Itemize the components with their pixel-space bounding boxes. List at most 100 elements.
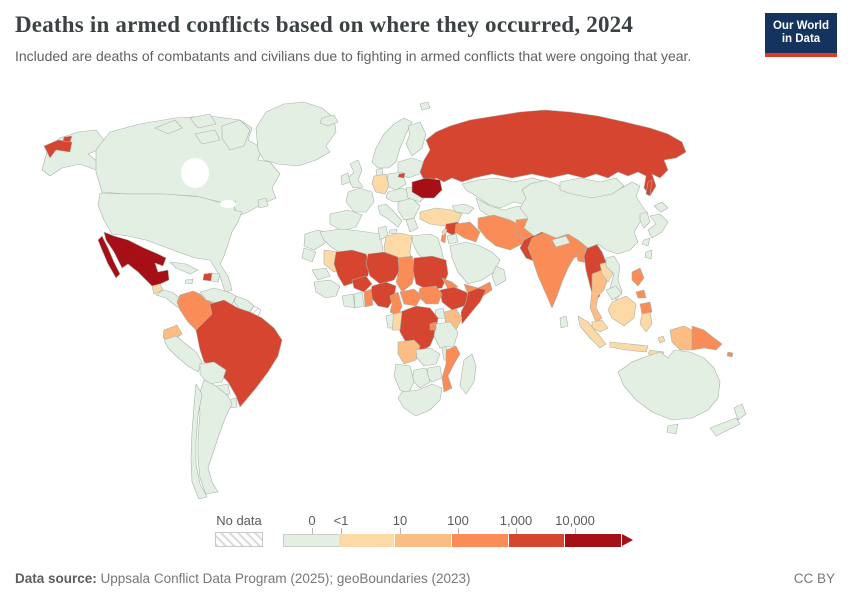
country-zambia[interactable]: [415, 347, 441, 367]
legend-segment-lt1[interactable]: [338, 534, 396, 547]
country-peru[interactable]: [163, 335, 203, 373]
country-russia-sakhalin[interactable]: [645, 179, 653, 197]
country-russia-chukotka[interactable]: [43, 139, 73, 159]
country-madagascar[interactable]: [459, 353, 477, 395]
country-cuba[interactable]: [169, 261, 199, 275]
country-iberia[interactable]: [329, 209, 363, 232]
country-indonesia-sumatra[interactable]: [577, 315, 607, 349]
country-south-sudan[interactable]: [417, 285, 443, 305]
country-svalbard[interactable]: [419, 101, 431, 111]
country-dominican-republic[interactable]: [210, 272, 221, 283]
country-western-sahara[interactable]: [301, 247, 317, 263]
country-jamaica[interactable]: [184, 278, 194, 285]
legend-color-bar[interactable]: [283, 534, 633, 547]
legend-segment-100[interactable]: [452, 534, 509, 547]
country-cambodia[interactable]: [605, 285, 623, 301]
country-canada-newfoundland[interactable]: [257, 197, 269, 209]
country-japan-honshu[interactable]: [647, 213, 669, 239]
country-germany[interactable]: [371, 173, 390, 195]
country-greece[interactable]: [405, 217, 419, 233]
country-new-zealand-north[interactable]: [733, 403, 747, 421]
country-benin-togo[interactable]: [363, 288, 374, 308]
country-philippines-visayas[interactable]: [635, 289, 647, 299]
country-russia-kaliningrad[interactable]: [397, 172, 406, 179]
country-indonesia-maluku[interactable]: [657, 335, 666, 344]
country-balkans[interactable]: [397, 197, 421, 221]
country-canada-victoria[interactable]: [194, 129, 221, 145]
legend-segment-10[interactable]: [395, 534, 453, 547]
country-mozambique[interactable]: [441, 345, 461, 393]
country-central-african-republic[interactable]: [399, 288, 423, 307]
country-new-zealand-south[interactable]: [709, 417, 741, 437]
country-south-africa[interactable]: [397, 383, 443, 417]
country-tasmania[interactable]: [666, 423, 679, 435]
country-nepal[interactable]: [551, 235, 571, 248]
country-canada-baffin[interactable]: [221, 119, 251, 151]
country-rwanda-burundi[interactable]: [429, 321, 437, 331]
country-taiwan[interactable]: [644, 249, 653, 260]
world-map[interactable]: [0, 88, 850, 512]
country-italy-sicily[interactable]: [388, 228, 398, 235]
country-lebanon[interactable]: [441, 228, 448, 235]
legend-segment-0[interactable]: [283, 534, 339, 547]
country-jordan[interactable]: [446, 233, 459, 245]
owid-logo[interactable]: Our World in Data: [765, 13, 837, 57]
country-ireland[interactable]: [340, 172, 351, 186]
country-namibia[interactable]: [393, 363, 415, 395]
country-solomon-islands[interactable]: [726, 351, 734, 358]
country-congo[interactable]: [391, 311, 403, 331]
legend-segment-10000[interactable]: [565, 534, 622, 547]
country-japan-hokkaido[interactable]: [653, 201, 669, 213]
country-eritrea[interactable]: [441, 277, 459, 290]
country-bolivia[interactable]: [199, 361, 227, 385]
country-indonesia-java[interactable]: [609, 341, 649, 353]
country-caucasus[interactable]: [451, 203, 475, 215]
no-data-swatch[interactable]: [215, 532, 263, 547]
country-russia-wrangel[interactable]: [62, 135, 73, 143]
country-mexico[interactable]: [103, 231, 170, 287]
country-brazil[interactable]: [195, 299, 283, 408]
country-italy[interactable]: [377, 203, 403, 228]
country-argentina[interactable]: [197, 379, 233, 495]
country-sudan[interactable]: [412, 255, 449, 291]
country-japan-kyushu[interactable]: [641, 237, 651, 247]
country-somalia[interactable]: [460, 287, 487, 325]
legend-no-data[interactable]: No data: [215, 513, 263, 547]
country-iceland[interactable]: [319, 114, 339, 127]
country-philippines-mindanao[interactable]: [639, 301, 653, 315]
country-niger[interactable]: [365, 251, 401, 285]
country-chad[interactable]: [395, 255, 417, 293]
country-tanzania[interactable]: [433, 321, 459, 349]
country-israel[interactable]: [440, 233, 447, 244]
country-korea[interactable]: [639, 211, 651, 229]
country-sri-lanka[interactable]: [559, 315, 569, 329]
country-ukraine[interactable]: [411, 177, 443, 199]
country-chile[interactable]: [190, 383, 208, 500]
country-uk[interactable]: [347, 159, 364, 189]
country-canada-arctic2[interactable]: [189, 113, 217, 129]
country-haiti[interactable]: [202, 272, 213, 282]
country-senegal[interactable]: [311, 267, 331, 281]
country-ivory-coast[interactable]: [341, 293, 356, 309]
country-iraq[interactable]: [454, 221, 481, 243]
country-papua-new-guinea[interactable]: [691, 325, 723, 351]
country-russia[interactable]: [419, 109, 687, 197]
country-greenland[interactable]: [255, 101, 337, 167]
country-ghana[interactable]: [353, 291, 365, 309]
country-oman[interactable]: [491, 265, 507, 287]
legend-segment-1000[interactable]: [508, 534, 566, 547]
country-france[interactable]: [345, 187, 375, 213]
country-finland[interactable]: [405, 121, 427, 157]
country-canada-arctic1[interactable]: [154, 119, 183, 135]
country-indonesia-borneo[interactable]: [607, 295, 637, 327]
country-philippines-luzon[interactable]: [631, 267, 645, 287]
country-mongolia[interactable]: [559, 177, 625, 199]
data-source-text: Uppsala Conflict Data Program (2025); ge…: [96, 571, 471, 586]
country-angola[interactable]: [397, 339, 421, 365]
country-indonesian-papua[interactable]: [669, 325, 693, 351]
country-australia[interactable]: [617, 349, 721, 421]
license-badge[interactable]: CC BY: [793, 571, 835, 586]
country-guinea-region[interactable]: [313, 279, 341, 299]
country-burkina-faso[interactable]: [351, 275, 373, 293]
country-mexico-baja[interactable]: [97, 235, 121, 279]
